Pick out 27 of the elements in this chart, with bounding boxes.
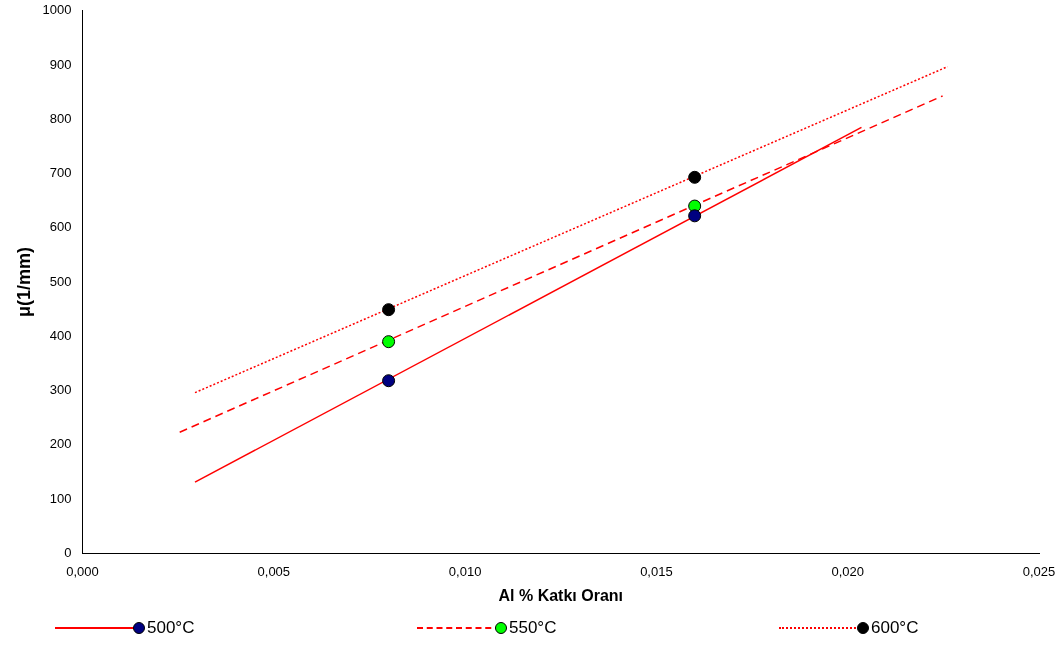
- legend-label: 600°C: [871, 618, 919, 638]
- point: [688, 209, 702, 223]
- point: [382, 335, 396, 349]
- y-tick-label: 800: [49, 110, 72, 126]
- x-tick-label: 0,000: [66, 563, 99, 579]
- x-tick-label: 0,010: [448, 563, 482, 579]
- x-tick-label: 0,015: [640, 563, 673, 579]
- y-tick-label: 300: [49, 382, 72, 398]
- y-tick-label: 600: [49, 219, 72, 235]
- y-axis-title: μ(1/mm): [13, 246, 34, 318]
- point: [688, 170, 702, 184]
- point: [382, 374, 396, 388]
- y-tick-label: 1000: [42, 2, 72, 18]
- x-tick-label: 0,020: [831, 563, 864, 579]
- x-axis-title: Al % Katkı Oranı: [498, 586, 623, 604]
- y-tick-label: 900: [49, 56, 72, 72]
- legend-label: 500°C: [147, 618, 195, 638]
- y-tick-label: 200: [49, 436, 72, 452]
- y-tick-label: 700: [49, 165, 72, 181]
- y-tick-label: 100: [49, 490, 72, 506]
- x-tick-label: 0,005: [257, 563, 291, 579]
- y-tick-label: 0: [64, 544, 72, 560]
- y-tick-label: 400: [49, 327, 72, 343]
- x-tick-label: 0,025: [1022, 563, 1056, 579]
- y-tick-label: 500: [49, 273, 72, 289]
- point: [382, 303, 396, 317]
- legend-label: 550°C: [509, 618, 557, 638]
